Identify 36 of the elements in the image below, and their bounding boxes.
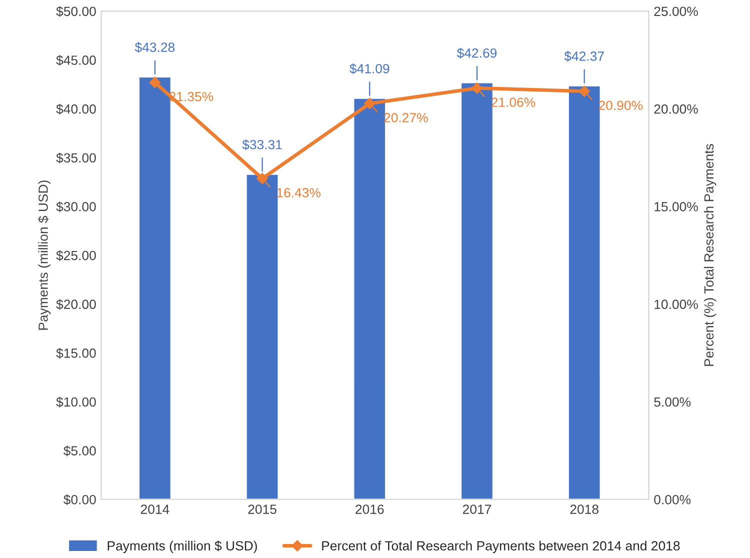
y-tick-label: $35.00 xyxy=(56,152,96,164)
data-label: $42.69 xyxy=(456,48,497,58)
legend-label: Percent of Total Research Payments between 2014 and 2018 xyxy=(322,540,680,554)
y2-tick-label: 0.00% xyxy=(654,494,691,504)
data-label: $33.31 xyxy=(242,139,282,150)
point xyxy=(149,76,161,88)
y-tick-label: $15.00 xyxy=(56,348,96,359)
y-tick-label: $50.00 xyxy=(56,6,96,17)
point xyxy=(578,86,590,97)
y-tick-label: $5.00 xyxy=(64,446,96,456)
y-tick-label: $20.00 xyxy=(56,299,96,310)
y2-tick-label: 10.00% xyxy=(654,300,698,310)
point xyxy=(364,98,376,110)
y2-tick-label: 15.00% xyxy=(654,202,698,212)
point xyxy=(471,82,483,94)
y-axis-title: Payments (million $ USD) xyxy=(38,180,50,330)
data-label: $42.37 xyxy=(564,50,604,62)
data-label: $43.28 xyxy=(134,42,175,53)
y-tick-label: $25.00 xyxy=(56,250,96,261)
point xyxy=(256,172,268,184)
y2-tick-label: 20.00% xyxy=(654,104,698,114)
legend-label: Payments (million $ USD) xyxy=(108,540,257,554)
x-tick-label: 2018 xyxy=(570,504,598,514)
data-label: $41.09 xyxy=(350,63,390,74)
x-tick-label: 2014 xyxy=(140,504,170,514)
x-tick-label: 2017 xyxy=(462,504,491,514)
y-tick-label: $10.00 xyxy=(56,396,96,408)
y-tick-label: $40.00 xyxy=(56,104,96,115)
y-tick-label: $0.00 xyxy=(64,494,96,506)
y-tick-label: $30.00 xyxy=(56,201,96,212)
y2-tick-label: 5.00% xyxy=(654,397,691,407)
x-tick-label: 2015 xyxy=(248,504,276,514)
y-tick-label: $45.00 xyxy=(56,55,96,66)
y2-axis-title: Percent (%) Total Research Payments xyxy=(704,144,716,366)
x-tick-label: 2016 xyxy=(356,504,384,514)
y2-tick-label: 25.00% xyxy=(654,6,698,16)
